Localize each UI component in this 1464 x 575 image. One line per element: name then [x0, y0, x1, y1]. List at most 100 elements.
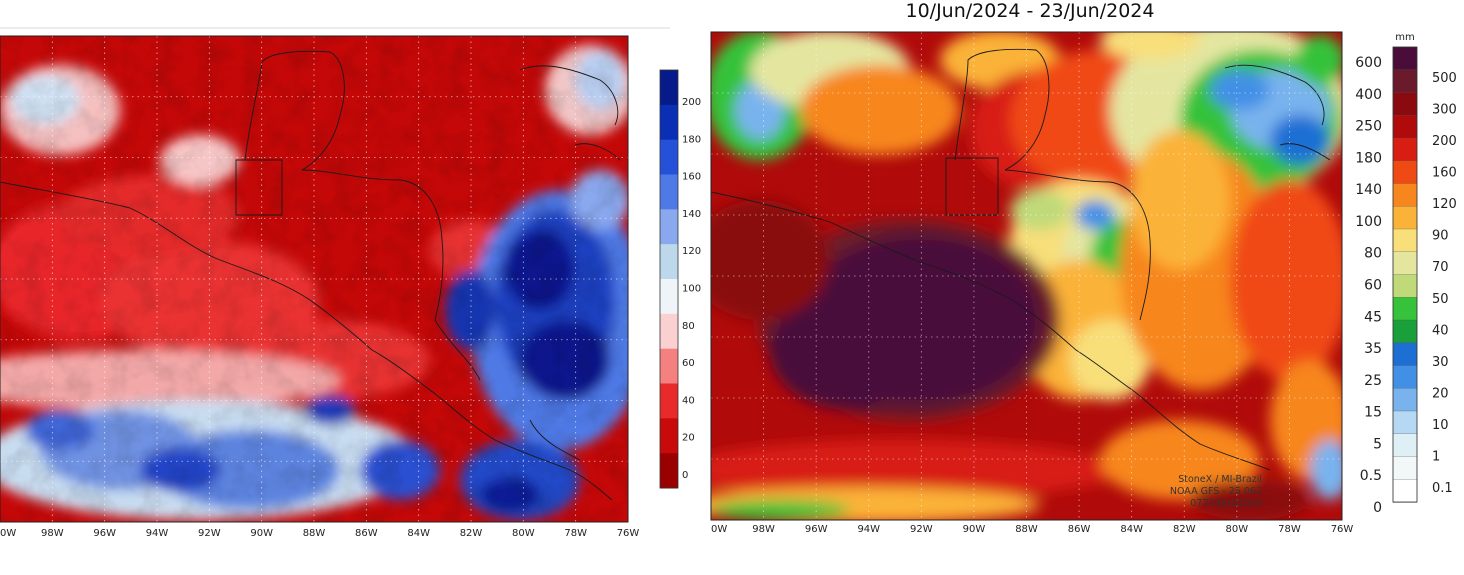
colorbar-label: 200: [1432, 134, 1457, 149]
x-tick-label: 88W: [1015, 524, 1038, 535]
colorbar-label: 0.1: [1432, 481, 1453, 496]
credit-block: StoneX / MI-Brazil NOAA GFS - 25 062 07Z…: [1170, 474, 1262, 509]
colorbar-swatch: [660, 279, 678, 315]
colorbar-outer-label: 35: [1364, 341, 1382, 357]
colorbar-label: 60: [682, 358, 695, 369]
colorbar-swatch: [1392, 388, 1418, 412]
x-tick-label: 86W: [1068, 524, 1091, 535]
colorbar-label: 20: [682, 433, 695, 444]
colorbar-swatch: [1392, 479, 1418, 503]
colorbar-outer-label: 25: [1364, 373, 1382, 389]
left-map-frame: [0, 35, 629, 523]
colorbar-label: 80: [682, 321, 695, 332]
x-tick-label: 96W: [93, 528, 116, 539]
right-colorbar-outer-labels: 600 400 250 180 140 100 80 60 45 35 25 15 5 0.5 0: [1355, 55, 1382, 516]
colorbar-swatch: [660, 244, 678, 280]
colorbar-outer-label: 45: [1364, 309, 1382, 325]
colorbar-swatch: [1392, 365, 1418, 389]
colorbar-swatch: [660, 104, 678, 141]
x-tick-label: 0W: [711, 524, 727, 535]
x-tick-label: 0W: [0, 528, 16, 539]
colorbar-label: 20: [1432, 386, 1449, 401]
x-tick-label: 98W: [752, 524, 775, 535]
colorbar-swatch: [1392, 206, 1418, 230]
colorbar-swatch: [1392, 115, 1418, 139]
colorbar-label: 160: [1432, 166, 1457, 181]
colorbar-outer-label: 180: [1355, 150, 1382, 166]
colorbar-outer-label: 250: [1355, 119, 1382, 135]
colorbar-swatch: [1392, 46, 1418, 71]
colorbar-outer-label: 140: [1355, 182, 1382, 198]
colorbar-outer-label: 600: [1355, 55, 1382, 71]
x-tick-label: 92W: [198, 528, 221, 539]
x-tick-label: 82W: [460, 528, 483, 539]
colorbar-swatch: [1392, 319, 1418, 344]
colorbar-label: 120: [1432, 197, 1457, 212]
credit-line-2: NOAA GFS - 25 062: [1170, 486, 1262, 497]
colorbar-swatch: [1392, 297, 1418, 321]
colorbar-label: 50: [1432, 292, 1449, 307]
colorbar-swatch: [1392, 183, 1418, 207]
colorbar-label: 30: [1432, 355, 1449, 370]
colorbar-label: 300: [1432, 103, 1457, 118]
x-tick-label: 82W: [1173, 524, 1196, 535]
x-tick-label: 76W: [617, 528, 640, 539]
colorbar-swatch: [1392, 251, 1418, 276]
colorbar-swatch: [660, 139, 678, 175]
colorbar-swatch: [660, 383, 678, 419]
x-tick-label: 80W: [1226, 524, 1249, 535]
colorbar-label: 40: [1432, 323, 1449, 338]
colorbar-outer-label: 0: [1373, 500, 1382, 516]
x-tick-label: 78W: [1278, 524, 1301, 535]
colorbar-swatch: [660, 313, 678, 350]
right-x-axis: 0W 98W 96W 94W 92W 90W 88W 86W 84W 82W 80W 78W 76W: [711, 524, 1353, 535]
colorbar-label: 1: [1432, 449, 1440, 464]
colorbar-label: 120: [682, 246, 701, 257]
colorbar-swatch: [660, 348, 678, 384]
colorbar-swatch: [1392, 274, 1418, 298]
colorbar-outer-label: 100: [1355, 214, 1382, 230]
x-tick-label: 90W: [250, 528, 273, 539]
x-tick-label: 76W: [1331, 524, 1354, 535]
x-tick-label: 92W: [910, 524, 933, 535]
x-tick-label: 78W: [564, 528, 587, 539]
x-tick-label: 88W: [303, 528, 326, 539]
x-tick-label: 96W: [805, 524, 828, 535]
x-tick-label: 98W: [41, 528, 64, 539]
credit-line-1: StoneX / MI-Brazil: [1178, 474, 1262, 485]
colorbar-swatch: [660, 453, 678, 489]
colorbar-swatch: [1392, 69, 1418, 94]
colorbar-label: 160: [682, 172, 701, 183]
x-tick-label: 86W: [355, 528, 378, 539]
colorbar-swatch: [1392, 342, 1418, 367]
colorbar-label: 0: [682, 470, 688, 481]
colorbar-outer-label: 400: [1355, 87, 1382, 103]
colorbar-outer-label: 5: [1373, 436, 1382, 452]
colorbar-swatch: [1392, 410, 1418, 435]
colorbar-outer-label: 80: [1364, 246, 1382, 262]
left-anomaly-map: [0, 36, 628, 522]
colorbar-swatch: [1392, 433, 1418, 458]
right-precip-map: [711, 32, 1342, 520]
colorbar-label: 100: [682, 284, 701, 295]
colorbar-label: 70: [1432, 260, 1449, 275]
x-tick-label: 84W: [1120, 524, 1143, 535]
colorbar-label: 140: [682, 209, 701, 220]
colorbar-frame: [1392, 46, 1418, 503]
right-map-frame: [710, 31, 1343, 521]
colorbar-label: 10: [1432, 418, 1449, 433]
colorbar-swatch: [1392, 228, 1418, 253]
colorbar-label: 200: [682, 97, 701, 108]
x-tick-label: 94W: [146, 528, 169, 539]
colorbar-swatch: [660, 209, 678, 245]
right-colorbar: mm 500 300 200 160 120 90 70 50 40 30 20 10 1 0.1: [1392, 32, 1457, 503]
x-tick-label: 90W: [963, 524, 986, 535]
colorbar-label: 40: [682, 395, 695, 406]
colorbar-swatch: [1392, 456, 1418, 480]
x-tick-label: 80W: [512, 528, 535, 539]
map-title: 10/Jun/2024 - 23/Jun/2024: [905, 0, 1155, 22]
colorbar-label: 90: [1432, 229, 1449, 244]
colorbar-outer-label: 15: [1364, 405, 1382, 421]
